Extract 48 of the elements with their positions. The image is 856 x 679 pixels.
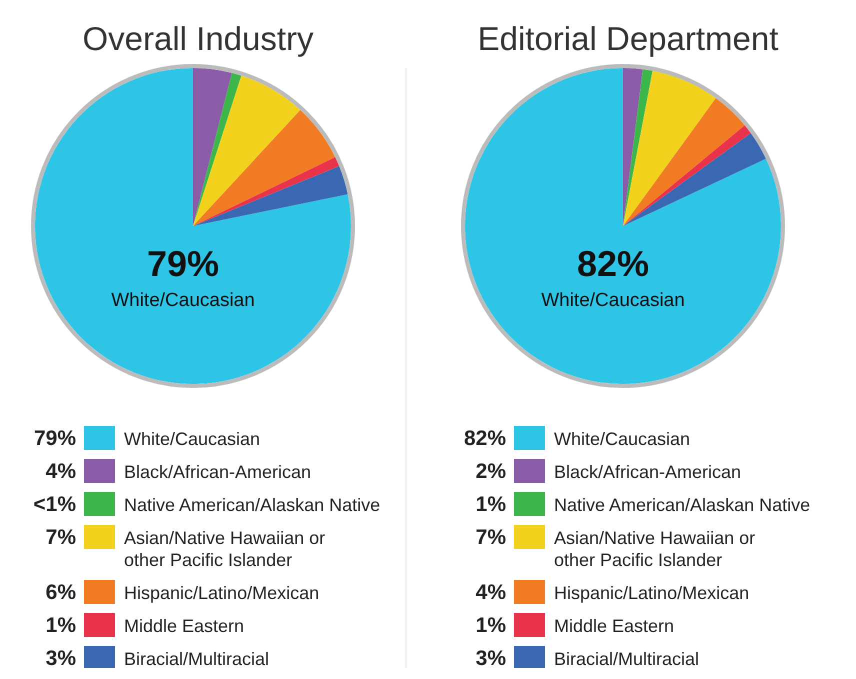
- legend-label: Black/African-American: [554, 462, 742, 482]
- pie-slice: [623, 125, 751, 226]
- data-label: 4%: [46, 460, 76, 483]
- legend-label: Middle Eastern: [124, 616, 244, 636]
- slice-label: White/Caucasian: [541, 290, 685, 311]
- data-label: 3%: [476, 647, 506, 670]
- pie-slice: [193, 157, 340, 226]
- data-label: 1%: [476, 493, 506, 516]
- text: 79%: [34, 427, 76, 450]
- legend-label: Native American/Alaskan Native: [124, 495, 380, 515]
- legend-label: Biracial/Multiracial: [124, 649, 270, 669]
- pie-slice: [193, 68, 232, 226]
- pie-slice: [35, 68, 351, 384]
- data-label: 7%: [46, 526, 76, 549]
- data-label: 82%: [576, 243, 650, 284]
- legend-label: Biracial/Multiracial: [554, 649, 700, 669]
- legend-label: Black/African-American: [124, 462, 312, 482]
- pie-slice: [193, 110, 336, 226]
- pie-slice: [193, 166, 348, 226]
- pie-slice: [623, 68, 643, 226]
- legend-label: Asian/Native Hawaiian or other Pacific Islander: [554, 528, 756, 570]
- legend-label: Hispanic/Latino/Mexican: [554, 583, 750, 603]
- data-label: 3%: [46, 647, 76, 670]
- data-label: 2%: [476, 460, 506, 483]
- legend-label: Asian/Native Hawaiian or other Pacific Islander: [124, 528, 326, 570]
- data-label: 1%: [476, 614, 506, 637]
- chart-title: Editorial Department: [478, 20, 778, 57]
- data-label: 4%: [476, 581, 506, 604]
- pie-slice: [623, 98, 745, 226]
- pie-slice: [623, 133, 766, 226]
- data-label: 79%: [146, 243, 220, 284]
- legend-label: Middle Eastern: [554, 616, 674, 636]
- slice-label: White/Caucasian: [111, 290, 255, 311]
- legend-label: White/Caucasian: [124, 429, 260, 449]
- chart-title: Overall Industry: [82, 20, 314, 57]
- data-label: 6%: [46, 581, 76, 604]
- legend-label: Hispanic/Latino/Mexican: [124, 583, 320, 603]
- data-label: 7%: [476, 526, 506, 549]
- data-label: 1%: [46, 614, 76, 637]
- pie-slice: [623, 69, 653, 226]
- pie-slice: [623, 70, 716, 226]
- text: 82%: [464, 427, 506, 450]
- pie-slice: [193, 76, 300, 226]
- pie-slice: [193, 72, 242, 226]
- legend-label: White/Caucasian: [554, 429, 690, 449]
- data-label: <1%: [33, 493, 76, 516]
- pie-slice: [465, 68, 781, 384]
- legend-label: Native American/Alaskan Native: [554, 495, 810, 515]
